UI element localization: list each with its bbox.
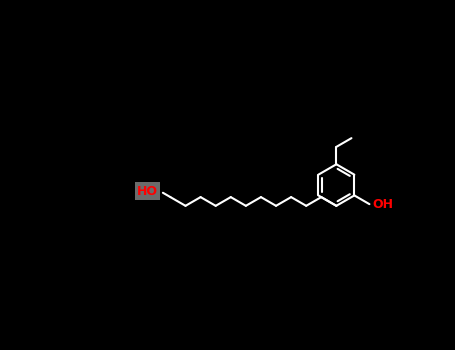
Text: OH: OH <box>372 198 393 211</box>
Text: HO: HO <box>137 184 158 198</box>
